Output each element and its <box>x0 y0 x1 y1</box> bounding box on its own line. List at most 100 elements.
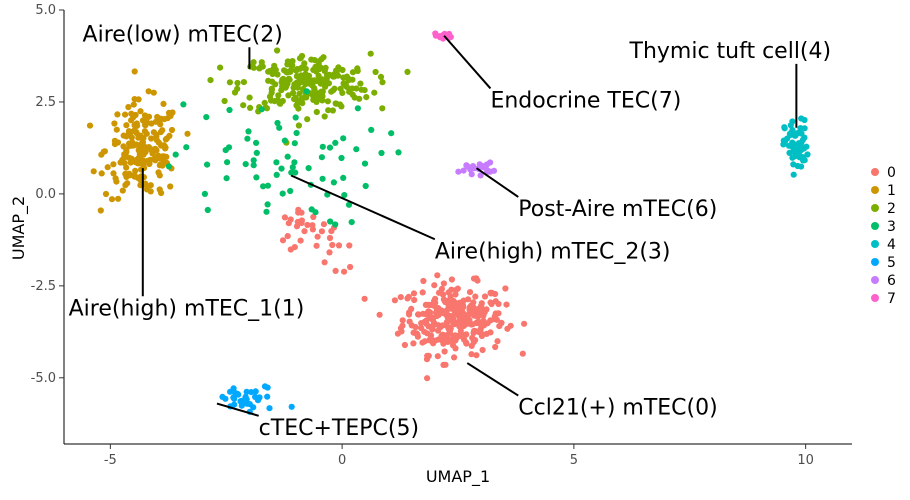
point <box>294 98 301 105</box>
point <box>421 338 428 345</box>
cluster-7-points <box>432 30 454 42</box>
point <box>329 241 336 249</box>
point <box>102 190 110 198</box>
point <box>241 398 248 405</box>
point <box>377 73 385 80</box>
point <box>145 113 153 120</box>
point <box>281 214 288 221</box>
legend-label: 6 <box>887 273 896 289</box>
point <box>163 153 170 160</box>
point <box>455 310 462 318</box>
legend-key <box>871 168 879 176</box>
point <box>345 77 352 84</box>
point <box>231 89 239 96</box>
point <box>308 56 315 63</box>
point <box>463 331 470 338</box>
point <box>443 307 450 314</box>
point <box>801 125 808 132</box>
point <box>391 297 398 304</box>
point <box>128 110 135 117</box>
point <box>395 149 402 156</box>
point <box>327 218 334 225</box>
point <box>281 81 288 88</box>
legend-label: 7 <box>887 291 896 307</box>
point <box>379 105 386 112</box>
point <box>295 122 302 129</box>
point <box>304 116 311 123</box>
point <box>304 221 311 229</box>
point <box>285 92 292 99</box>
point <box>157 129 164 136</box>
point <box>487 299 494 306</box>
point <box>128 155 135 162</box>
point <box>150 129 157 136</box>
point <box>223 175 230 182</box>
point <box>465 296 472 303</box>
point <box>289 164 296 171</box>
point <box>124 180 131 187</box>
point <box>521 320 528 327</box>
point <box>447 33 454 41</box>
point <box>503 301 510 308</box>
x-ticks: -5 0 5 10 <box>104 444 814 468</box>
point <box>264 384 271 391</box>
point <box>349 85 356 92</box>
point <box>86 122 94 129</box>
point <box>278 165 285 172</box>
point <box>122 151 129 158</box>
point <box>284 233 291 240</box>
point <box>110 170 117 177</box>
point <box>361 160 369 167</box>
point <box>253 149 260 156</box>
point <box>142 122 149 129</box>
point <box>448 276 455 283</box>
point <box>313 242 320 249</box>
point <box>460 322 468 329</box>
point <box>98 151 105 158</box>
point <box>452 291 459 298</box>
point <box>234 79 241 87</box>
legend-item-7: 7 <box>871 291 896 307</box>
annotation-leader-line <box>466 362 519 397</box>
point <box>481 293 489 300</box>
y-tick-label: 0.0 <box>35 187 56 202</box>
point <box>134 122 141 129</box>
point <box>219 393 226 400</box>
point <box>470 329 477 336</box>
point <box>437 34 444 41</box>
point <box>110 161 117 168</box>
point <box>420 277 427 285</box>
point <box>337 85 344 92</box>
point <box>256 394 263 401</box>
point <box>302 81 309 88</box>
point <box>183 144 190 151</box>
cluster-0-points <box>279 206 528 382</box>
annotation-leader-line <box>216 402 259 417</box>
point <box>473 352 480 359</box>
legend-label: 1 <box>887 183 896 199</box>
point <box>455 168 462 175</box>
point <box>425 352 432 359</box>
point <box>349 69 357 76</box>
point <box>326 144 334 151</box>
point <box>332 139 339 146</box>
point <box>137 108 144 115</box>
point <box>321 113 328 120</box>
point <box>266 405 273 412</box>
point <box>406 309 413 316</box>
point <box>321 259 328 266</box>
point <box>128 117 135 124</box>
legend-key <box>871 294 879 302</box>
point <box>167 183 174 190</box>
point <box>148 135 155 142</box>
point <box>490 167 498 174</box>
y-ticks: -5.0 -2.5 0.0 2.5 5.0 <box>31 3 64 386</box>
point <box>250 64 257 71</box>
point <box>462 339 470 346</box>
point <box>502 285 509 292</box>
point <box>273 159 280 166</box>
x-tick-label: -5 <box>104 453 117 468</box>
point <box>294 84 301 91</box>
point <box>276 100 283 107</box>
point <box>240 79 247 86</box>
